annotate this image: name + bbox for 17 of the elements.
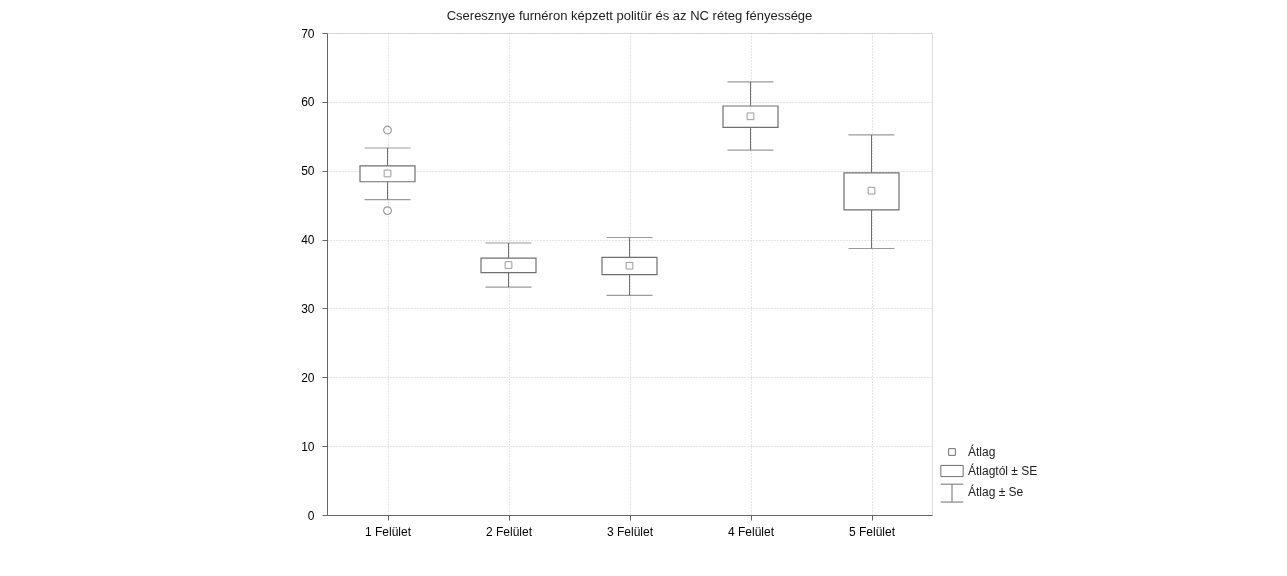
chart-title: Cseresznye furnéron képzett politür és az NC réteg fényessége: [446, 8, 813, 23]
y-tick-label: 40: [301, 233, 315, 248]
text: Átlagtól ± SE: [968, 463, 1038, 478]
y-tick-label: 20: [301, 370, 315, 385]
text: Átlag ± Se: [968, 484, 1024, 499]
text: Átlag: [968, 444, 996, 459]
y-tick-label: 0: [307, 508, 315, 523]
x-tick-label: 4 Felület: [727, 524, 775, 539]
x-tick-label: 2 Felület: [485, 524, 533, 539]
y-tick-label: 60: [301, 95, 315, 110]
x-tick-label: 3 Felület: [606, 524, 654, 539]
x-tick-label: 5 Felület: [848, 524, 896, 539]
x-tick-label: 1 Felület: [364, 524, 412, 539]
y-tick-label: 70: [301, 26, 315, 41]
y-tick-label: 50: [301, 164, 315, 179]
y-tick-label: 30: [301, 301, 315, 316]
y-tick-label: 10: [301, 439, 315, 454]
